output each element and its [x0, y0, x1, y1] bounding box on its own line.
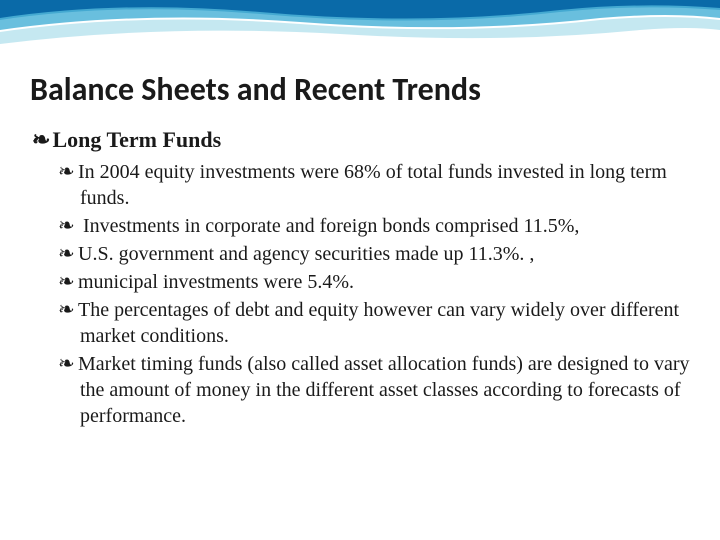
bullet-icon: ❧ — [58, 213, 78, 239]
list-item-text: In 2004 equity investments were 68% of t… — [78, 161, 667, 209]
bullet-icon: ❧ — [58, 351, 78, 377]
slide-title: Balance Sheets and Recent Trends — [30, 70, 690, 109]
list-item: ❧ Investments in corporate and foreign b… — [58, 213, 690, 239]
list-item: ❧municipal investments were 5.4%. — [58, 269, 690, 295]
list-item: ❧The percentages of debt and equity howe… — [58, 297, 690, 349]
list-item: ❧Market timing funds (also called asset … — [58, 351, 690, 429]
level1-text: Long Term Funds — [52, 127, 221, 152]
bullet-icon: ❧ — [58, 297, 78, 323]
bullet-icon: ❧ — [58, 159, 78, 185]
list-item-text: U.S. government and agency securities ma… — [78, 243, 534, 265]
slide-content: Balance Sheets and Recent Trends ❧Long T… — [0, 0, 720, 451]
bullet-icon: ❧ — [58, 269, 78, 295]
list-item-text: Market timing funds (also called asset a… — [78, 353, 689, 427]
level1-item: ❧Long Term Funds — [30, 127, 690, 153]
level2-list: ❧In 2004 equity investments were 68% of … — [30, 159, 690, 429]
list-item-text: Investments in corporate and foreign bon… — [78, 215, 579, 237]
list-item: ❧U.S. government and agency securities m… — [58, 241, 690, 267]
list-item-text: municipal investments were 5.4%. — [78, 271, 354, 293]
list-item: ❧In 2004 equity investments were 68% of … — [58, 159, 690, 211]
list-item-text: The percentages of debt and equity howev… — [78, 299, 679, 347]
bullet-icon: ❧ — [58, 241, 78, 267]
bullet-icon: ❧ — [32, 127, 50, 153]
